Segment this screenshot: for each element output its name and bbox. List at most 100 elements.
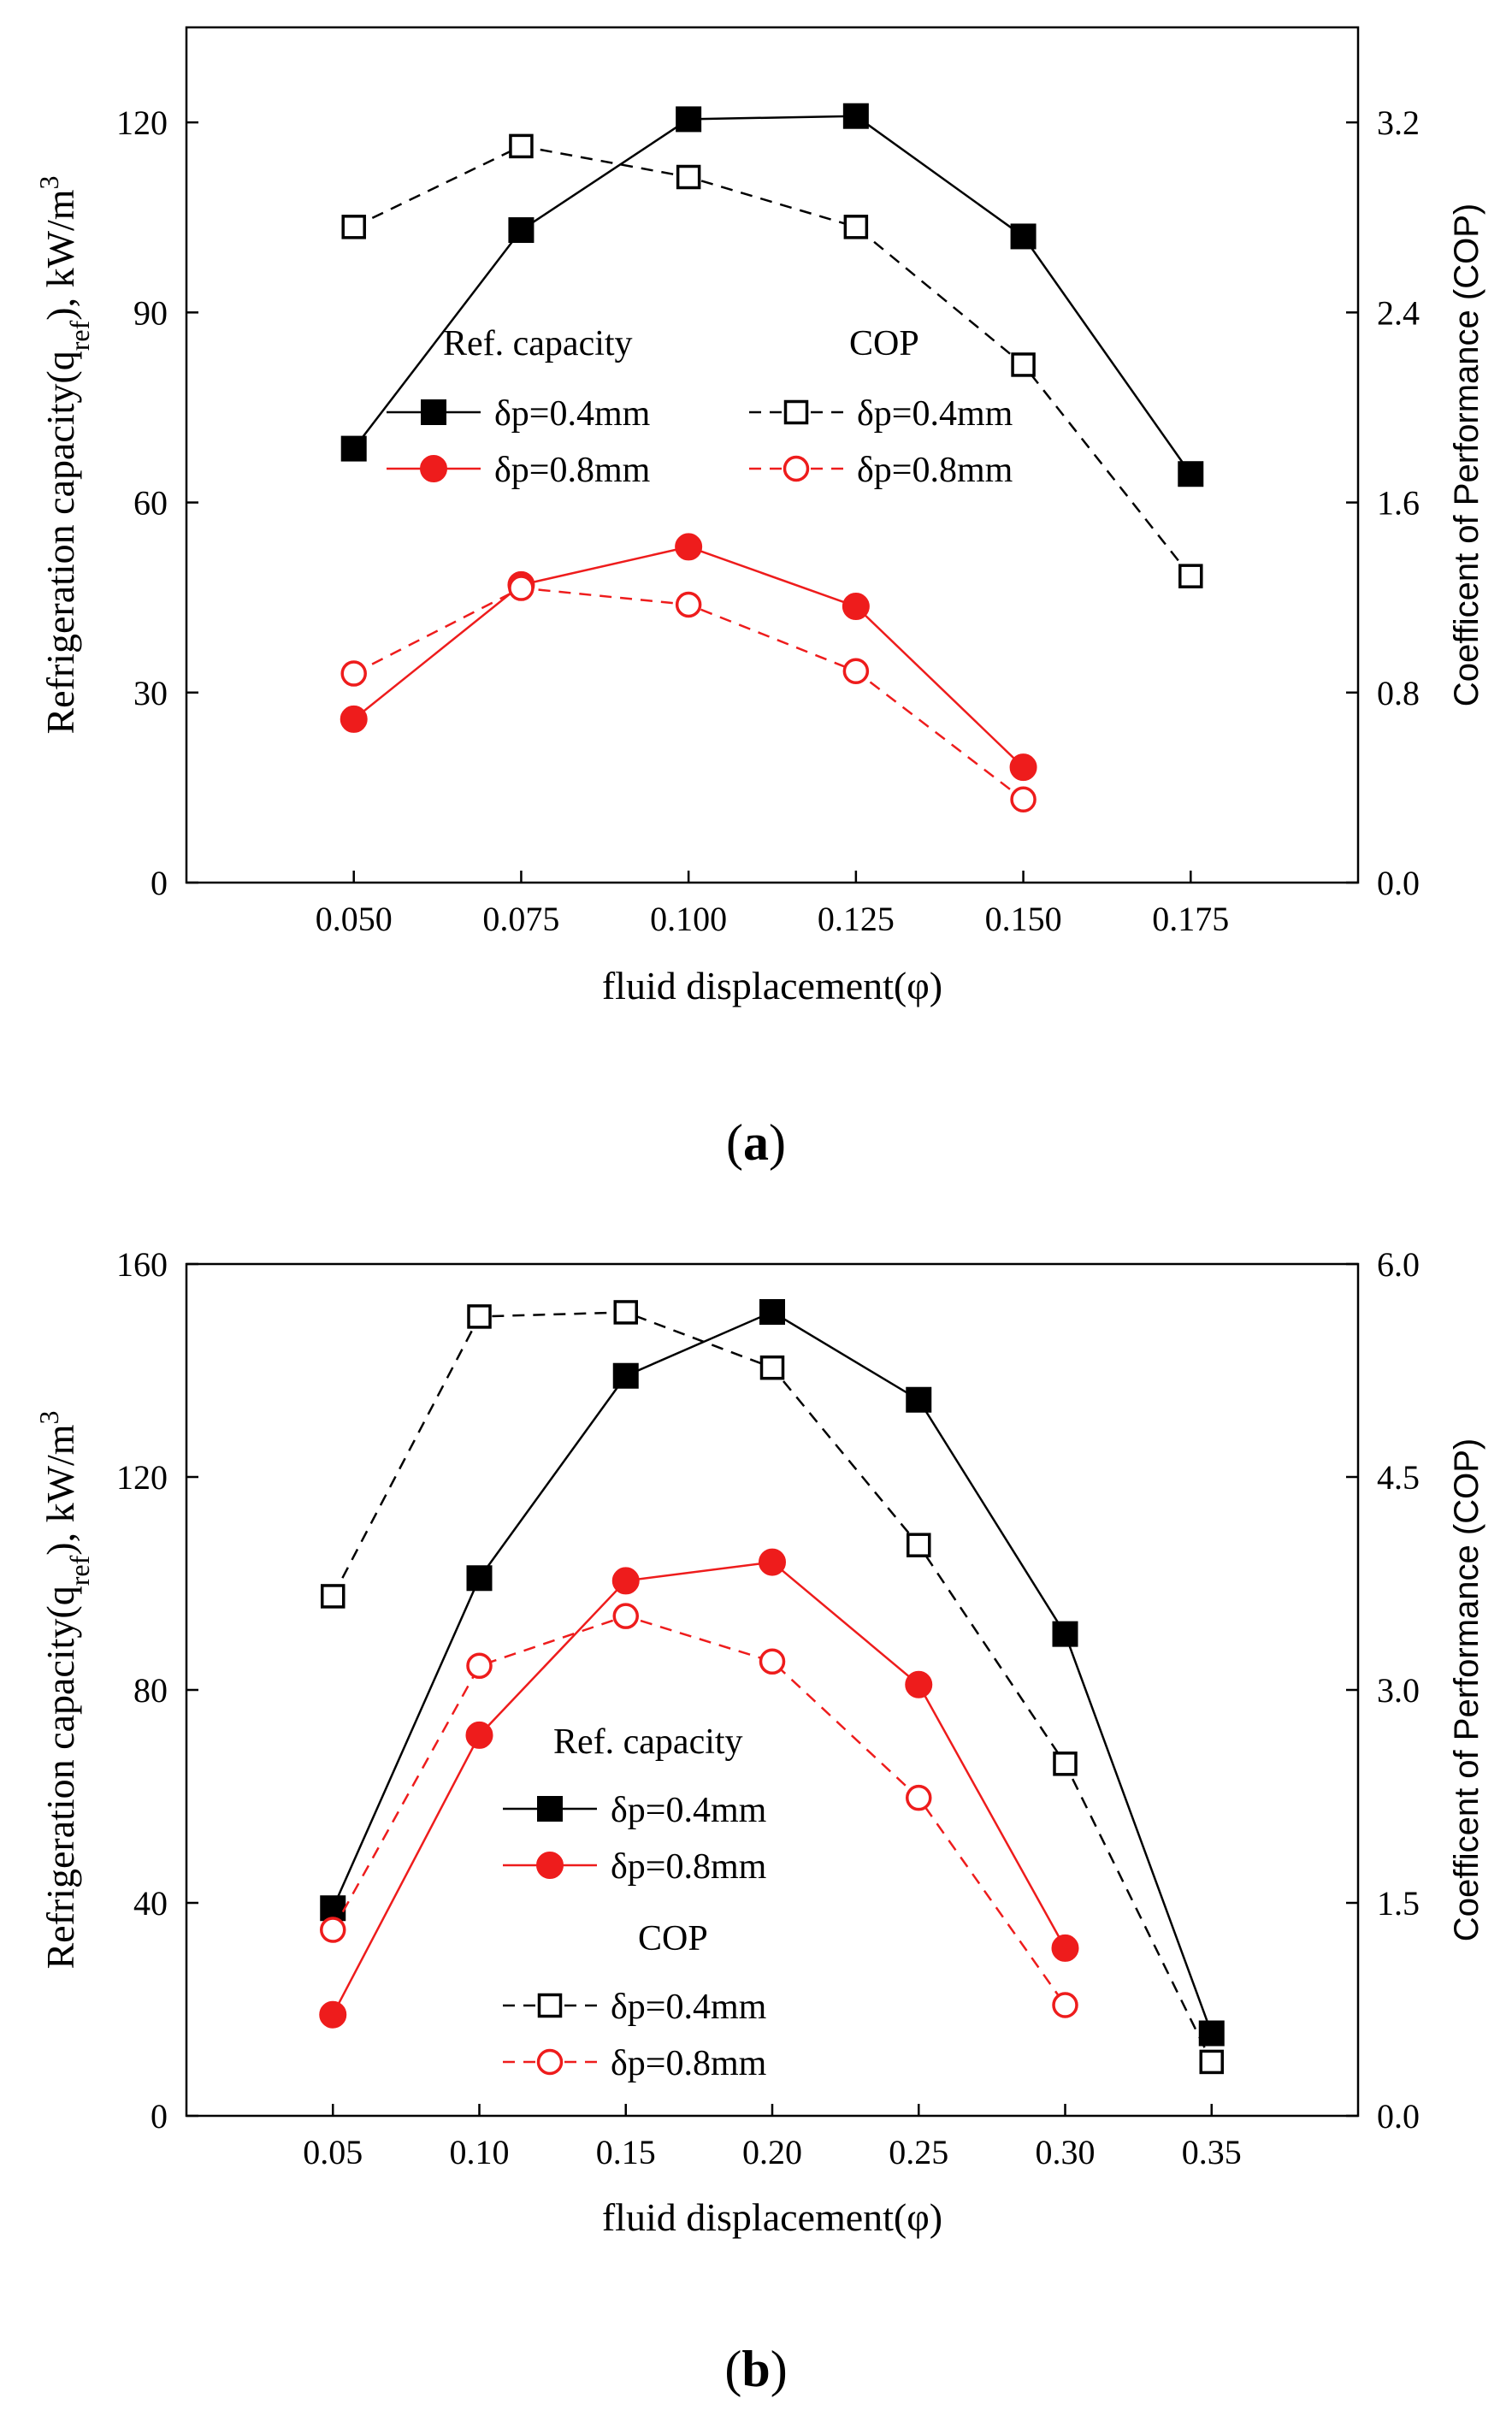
data-point-b-3 (1052, 1992, 1078, 2018)
data-point-b-2 (907, 1533, 931, 1557)
data-point-b-1 (465, 1721, 493, 1749)
legend-title-capacity-a: Ref. capacity (443, 324, 633, 363)
series-a-3 (340, 575, 1037, 813)
data-point-a-3 (1010, 786, 1037, 813)
legend-label-cap-08-a: δp=0.8mm (494, 451, 651, 490)
x-tick-label-a: 0.150 (985, 900, 1062, 938)
data-point-b-1 (905, 1670, 933, 1698)
panel-label-a: (a) (726, 1114, 786, 1171)
series-line-a-1 (352, 546, 1025, 769)
legend-label-cap-04-b: δp=0.4mm (611, 1791, 767, 1830)
legend-key-marker-0 (421, 399, 446, 425)
data-point-a-3 (340, 660, 367, 687)
series-line-a-2 (353, 145, 1192, 577)
legend-key-marker-3 (783, 455, 810, 482)
data-point-b-0 (1052, 1621, 1078, 1647)
y-left-tick-label-a: 30 (133, 674, 168, 712)
data-point-a-3 (675, 591, 702, 618)
data-point-b-3 (906, 1784, 932, 1811)
legend-title-cop-a: COP (849, 324, 919, 363)
y-right-tick-label-a: 0.8 (1377, 674, 1420, 712)
y-left-tick-label-a: 90 (133, 293, 168, 332)
x-tick-label-a: 0.075 (482, 900, 559, 938)
y-right-tick-label-a: 3.2 (1377, 103, 1420, 142)
x-tick-label-b: 0.15 (596, 2133, 656, 2171)
data-point-b-0 (906, 1386, 932, 1413)
legend-key-marker-0 (537, 1796, 563, 1822)
legend-a: Ref. capacity COP δp=0.4mm δp=0.8mm δp=0… (387, 324, 1013, 490)
data-point-a-2 (1178, 564, 1203, 588)
x-tick-label-a: 0.175 (1152, 900, 1229, 938)
legend-key-marker-2 (537, 1993, 563, 2018)
series-b-0 (320, 1299, 1225, 2047)
axes-a: 0.050 0.075 0.100 0.125 0.150 0.175 0 30 60 90 120… (116, 103, 1420, 938)
plot-frame-b (185, 1262, 1360, 2118)
legend-label-cap-08-b: δp=0.8mm (611, 1847, 767, 1887)
series-line-b-1 (332, 1561, 1066, 2016)
series-line-b-3 (332, 1615, 1066, 2006)
series-b-3 (320, 1603, 1078, 2018)
series-b-2 (321, 1300, 1224, 2075)
data-point-b-1 (611, 1567, 640, 1595)
data-point-a-0 (340, 435, 367, 462)
chart-panel-a: 0.050 0.075 0.100 0.125 0.150 0.175 0 30 60 90 120… (33, 26, 1485, 1171)
axes-b: 0.05 0.10 0.15 0.20 0.25 0.30 0.35 0 40 80 120 160 0… (116, 1245, 1420, 2171)
x-tick-label-a: 0.125 (818, 900, 895, 938)
data-point-b-0 (320, 1895, 346, 1922)
data-point-a-1 (842, 593, 870, 621)
y-right-tick-label-b: 4.5 (1377, 1458, 1420, 1497)
legend-label-cap-04-a: δp=0.4mm (494, 394, 651, 434)
series-a-0 (340, 103, 1204, 487)
y-axis-title-left-a: Refrigeration capacity(qref), kW/m3 (33, 175, 95, 734)
data-point-b-1 (319, 2000, 347, 2029)
y-axis-title-right-b: Coefficent of Performance (COP) (1448, 1438, 1485, 1941)
series-line-a-3 (353, 587, 1025, 800)
chart-marks-b (319, 1299, 1225, 2075)
legend-key-marker-1 (420, 455, 447, 482)
series-a-2 (341, 133, 1203, 588)
x-tick-label-b: 0.10 (450, 2133, 510, 2171)
x-tick-label-a: 0.050 (316, 900, 393, 938)
x-tick-label-b: 0.25 (889, 2133, 948, 2171)
data-point-b-2 (1053, 1752, 1078, 1776)
y-left-tick-label-b: 120 (116, 1458, 168, 1497)
legend-key-marker-1 (536, 1852, 564, 1879)
y-right-tick-label-b: 0.0 (1377, 2097, 1420, 2135)
data-point-b-3 (320, 1917, 346, 1943)
y-left-tick-label-b: 40 (133, 1884, 168, 1923)
data-point-a-1 (1009, 753, 1037, 782)
y-right-tick-label-b: 6.0 (1377, 1245, 1420, 1284)
y-right-tick-label-b: 1.5 (1377, 1884, 1420, 1923)
legend-label-cop-04-a: δp=0.4mm (857, 394, 1013, 434)
data-point-a-2 (341, 215, 366, 239)
data-point-b-2 (613, 1300, 638, 1325)
data-point-a-2 (509, 133, 534, 159)
x-tick-label-b: 0.35 (1182, 2133, 1242, 2171)
x-tick-label-b: 0.30 (1036, 2133, 1096, 2171)
y-axis-title-left-b: Refrigeration capacity(qref), kW/m3 (33, 1410, 95, 1969)
data-point-b-2 (321, 1584, 346, 1609)
series-line-a-0 (352, 115, 1192, 475)
legend-b: Ref. capacity δp=0.4mm δp=0.8mm COP δp=0… (503, 1722, 767, 2083)
legend-key-marker-3 (536, 2048, 564, 2076)
y-left-tick-label-a: 0 (151, 864, 168, 902)
legend-title-capacity-b: Ref. capacity (553, 1722, 743, 1762)
legend-label-cop-08-b: δp=0.8mm (611, 2044, 767, 2083)
data-point-b-1 (1051, 1934, 1079, 1962)
data-point-b-2 (1199, 2049, 1224, 2075)
x-tick-label-b: 0.05 (303, 2133, 363, 2171)
data-point-b-2 (467, 1304, 492, 1329)
y-right-tick-label-a: 1.6 (1377, 484, 1420, 523)
data-point-b-0 (466, 1565, 493, 1592)
y-left-tick-label-b: 0 (151, 2097, 168, 2135)
x-tick-label-a: 0.100 (650, 900, 727, 938)
data-point-a-1 (675, 533, 703, 561)
legend-title-cop-b: COP (638, 1919, 708, 1958)
data-point-a-0 (1010, 223, 1037, 250)
data-point-b-3 (759, 1648, 786, 1675)
chart-marks-a (340, 103, 1204, 813)
legend-keys-b (503, 1796, 597, 2076)
legend-label-cop-08-a: δp=0.8mm (857, 451, 1013, 490)
data-point-a-2 (676, 164, 701, 190)
